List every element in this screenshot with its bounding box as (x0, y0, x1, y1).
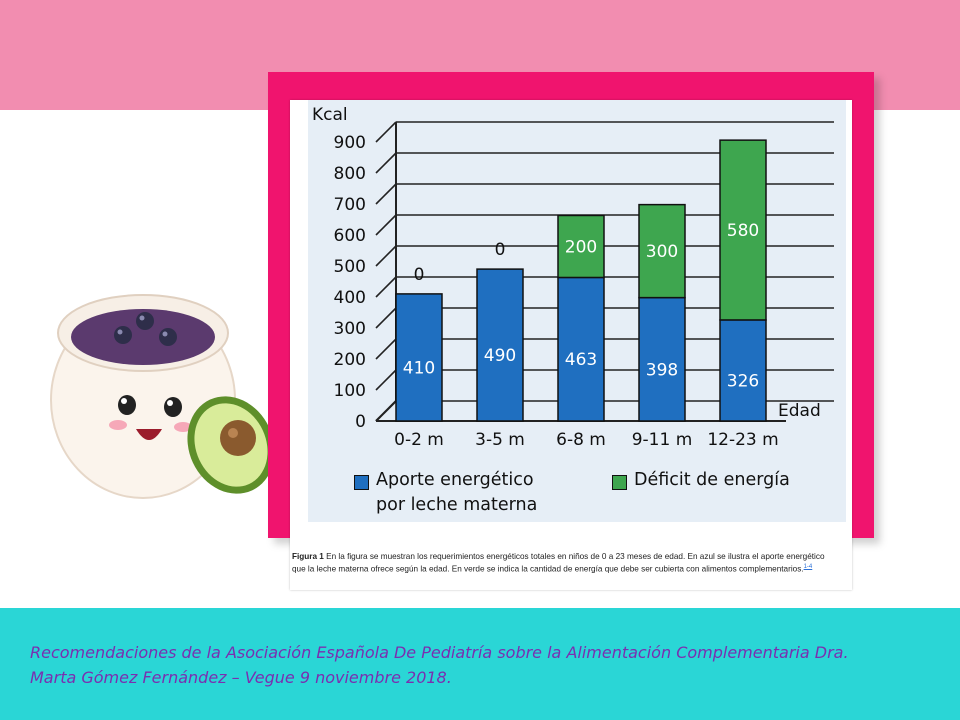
grid-diagonal (375, 214, 397, 236)
bottom-cyan-band (0, 608, 960, 720)
x-tick-label: 0-2 m (394, 430, 444, 450)
grid-diagonal (375, 121, 397, 143)
x-axis-title: Edad (778, 401, 821, 421)
caption-label: Figura 1 (292, 552, 324, 561)
data-label: 490 (484, 346, 516, 366)
bar-segment (719, 139, 767, 321)
data-label: 463 (565, 350, 597, 370)
y-axis-title: Kcal (312, 105, 348, 125)
grid-diagonal (375, 152, 397, 174)
citation: Recomendaciones de la Asociación Español… (30, 640, 930, 690)
grid-diagonal (375, 369, 397, 391)
x-tick-label: 12-23 m (707, 430, 778, 450)
citation-line1: Recomendaciones de la Asociación Español… (30, 643, 849, 662)
legend-blue-line2: por leche materna (376, 495, 538, 515)
y-tick-label: 900 (334, 133, 366, 153)
blueberry-icon (136, 312, 154, 330)
legend-swatch-blue (354, 475, 369, 490)
figure-paper: 0 100 200 300 400 500 600 700 800 900 Kcal Edad 410 0… (290, 100, 852, 590)
right-eye (164, 397, 182, 417)
blueberry-icon (114, 326, 132, 344)
bowl-soup (71, 309, 215, 365)
x-tick-label: 9-11 m (632, 430, 693, 450)
bar-segment (557, 276, 605, 422)
legend-blue-line1: Aporte energético (376, 470, 534, 490)
left-eye (118, 395, 136, 415)
legend-blue: Aporte energético por leche materna (376, 468, 537, 518)
grid-diagonal (375, 245, 397, 267)
data-label: 326 (727, 371, 759, 391)
y-axis-base (375, 400, 397, 422)
legend-swatch-green (612, 475, 627, 490)
bar-segment (638, 296, 686, 422)
grid-diagonal (375, 276, 397, 298)
citation-line2: Marta Gómez Fernández – Vegue 9 noviembr… (30, 668, 452, 687)
blueberry-icon (159, 328, 177, 346)
y-tick-label: 0 (355, 412, 366, 432)
bar-segment (557, 214, 605, 279)
data-label: 200 (565, 237, 597, 257)
grid-diagonal (375, 338, 397, 360)
bar-segment (476, 268, 524, 422)
data-label: 398 (646, 360, 678, 380)
chart-panel: 0 100 200 300 400 500 600 700 800 900 Kcal Edad 410 0… (308, 100, 846, 522)
data-label: 300 (646, 242, 678, 262)
figure-caption: Figura 1 En la figura se muestran los re… (292, 551, 832, 575)
legend-green: Déficit de energía (634, 470, 790, 490)
bar-segment (395, 293, 443, 422)
x-tick-label: 6-8 m (556, 430, 606, 450)
y-tick-label: 600 (334, 226, 366, 246)
y-tick-label: 700 (334, 195, 366, 215)
y-tick-label: 100 (334, 381, 366, 401)
x-tick-label: 3-5 m (475, 430, 525, 450)
caption-refs-link[interactable]: 1-4 (803, 564, 813, 570)
stacked-bar-chart: 0 100 200 300 400 500 600 700 800 900 Kcal Edad 410 0… (312, 105, 834, 450)
smile-mouth (136, 429, 162, 440)
y-tick-label: 200 (334, 350, 366, 370)
data-label: 410 (403, 358, 435, 378)
grid-diagonal (375, 307, 397, 329)
bowl-illustration (50, 294, 275, 499)
grid-diagonal (375, 183, 397, 205)
data-label: 0 (495, 240, 506, 260)
y-tick-label: 500 (334, 257, 366, 277)
bar-segment (719, 319, 767, 422)
avocado-icon (187, 396, 275, 494)
y-tick-label: 800 (334, 164, 366, 184)
caption-text: En la figura se muestran los requerimien… (292, 552, 825, 574)
y-tick-label: 300 (334, 319, 366, 339)
data-label: 580 (727, 221, 759, 241)
y-tick-label: 400 (334, 288, 366, 308)
data-label: 0 (414, 265, 425, 285)
bar-segment (638, 203, 686, 299)
